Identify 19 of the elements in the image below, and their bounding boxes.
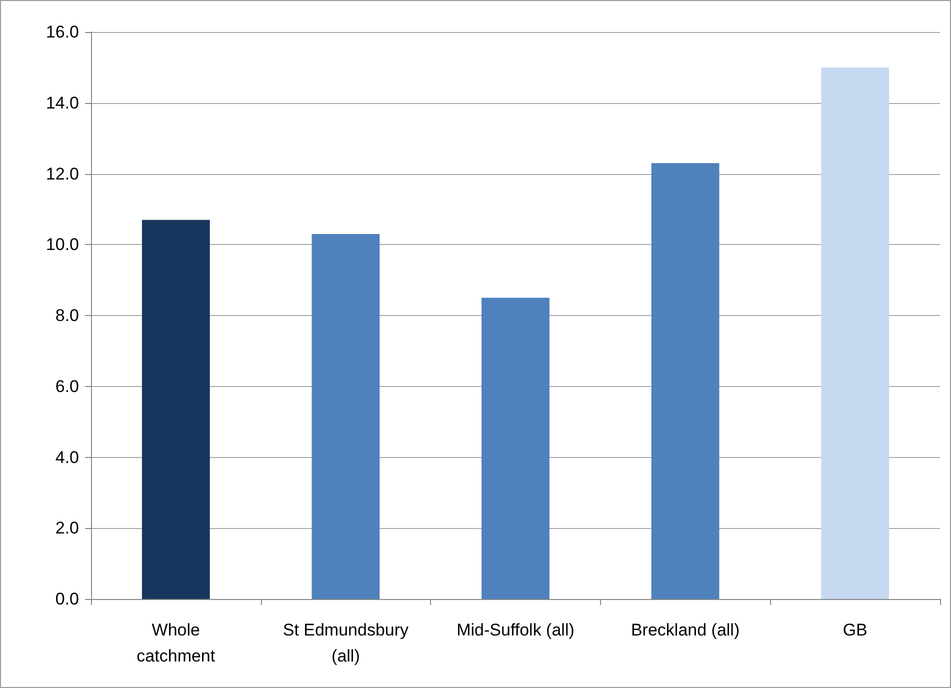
y-tick-label: 10.0	[46, 235, 79, 254]
bar	[482, 298, 550, 599]
y-tick-label: 14.0	[46, 93, 79, 112]
y-tick-label: 4.0	[55, 448, 79, 467]
x-tick-label: GB	[842, 620, 868, 640]
y-tick-label: 0.0	[55, 590, 79, 608]
y-tick-label: 16.0	[46, 22, 79, 42]
y-tick-label: 2.0	[55, 518, 79, 538]
y-tick-label: 8.0	[55, 306, 79, 325]
x-tick-label: St Edmundsbury (all)	[282, 620, 410, 666]
bar	[312, 234, 380, 599]
x-tick-label: Whole catchment	[136, 620, 216, 666]
x-tick-label: Breckland (all)	[630, 620, 740, 640]
y-tick-label: 12.0	[46, 164, 79, 184]
bar	[821, 67, 890, 599]
x-tick-label: Mid-Suffolk (all)	[456, 620, 574, 640]
y-tick-label: 6.0	[55, 376, 79, 396]
bar	[142, 220, 210, 599]
bar	[651, 163, 720, 599]
